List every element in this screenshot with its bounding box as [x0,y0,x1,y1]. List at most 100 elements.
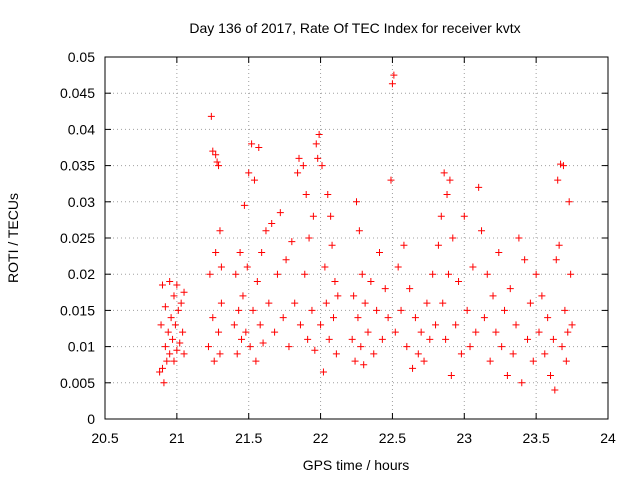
data-point [446,176,454,184]
data-point [250,176,258,184]
data-point [432,321,440,329]
data-point [420,357,428,365]
data-point [503,372,511,380]
data-point [489,292,497,300]
data-point [501,306,509,314]
data-point [236,248,244,256]
data-point [265,299,273,307]
data-point [268,220,276,228]
data-point [535,328,543,336]
data-point [314,154,322,162]
data-point [238,335,246,343]
data-point [526,299,534,307]
data-point [304,335,312,343]
data-point [509,350,517,358]
data-point [524,335,532,343]
data-point [538,292,546,300]
data-point [375,248,383,256]
y-axis-label: ROTI / TECUs [5,193,21,283]
data-point [213,158,221,166]
data-point [558,343,566,351]
data-point [406,285,414,293]
data-point [443,191,451,199]
data-point [216,227,224,235]
data-point [557,160,565,168]
data-point [409,364,417,372]
x-tick-label: 22 [313,430,329,446]
data-point [161,303,169,311]
data-point [551,386,559,394]
y-tick-label: 0.045 [60,85,95,101]
data-point [541,350,549,358]
data-point [552,256,560,264]
data-point [209,147,217,155]
data-point [273,270,281,278]
data-point [246,343,254,351]
data-point [429,270,437,278]
data-point [276,209,284,217]
data-point [215,162,223,170]
data-point [217,299,225,307]
data-point [350,292,358,300]
data-point [492,328,500,336]
data-point [332,350,340,358]
data-point [437,212,445,220]
data-point [156,368,164,376]
data-point [327,212,335,220]
data-point [423,299,431,307]
data-point [164,328,172,336]
data-point [381,285,389,293]
data-point [315,130,323,138]
data-point [561,306,569,314]
x-tick-label: 22.5 [379,430,406,446]
data-point [361,299,369,307]
data-point [312,140,320,148]
data-point [411,314,419,322]
data-point [549,335,557,343]
data-point [242,328,250,336]
data-point [373,306,381,314]
data-point [204,343,212,351]
data-point [480,314,488,322]
data-point [166,350,174,358]
x-tick-label: 21.5 [235,430,262,446]
data-point [285,343,293,351]
x-tick-label: 23 [456,430,472,446]
data-point [167,314,175,322]
data-point [166,277,174,285]
data-point [173,346,181,354]
data-point [469,263,477,271]
data-point [255,144,263,151]
data-point [515,234,523,242]
data-point [288,238,296,246]
data-point [233,350,241,358]
data-point [171,321,179,329]
data-point [235,306,243,314]
data-point [177,299,185,307]
data-point [258,248,266,256]
data-point [334,292,342,300]
x-tick-label: 23.5 [523,430,550,446]
data-point [355,227,363,235]
data-point [170,292,178,300]
y-tick-label: 0.035 [60,158,95,174]
data-point [210,357,218,365]
data-point [243,263,251,271]
data-point [302,191,310,199]
data-point [498,343,506,351]
data-point [562,357,570,365]
axis-ticks: 20.5 21 21.5 22 22.5 23 23.5 24 0 0.005 0.01 0.015 0… [60,49,616,446]
data-point [440,169,448,177]
data-point [495,248,503,256]
data-point [353,198,360,206]
data-point [387,176,395,184]
data-point [475,183,483,191]
data-point [434,241,442,249]
data-point [370,350,378,358]
data-point [318,162,326,170]
data-point [212,248,220,256]
y-tick-label: 0.03 [68,194,95,210]
data-point [230,321,238,329]
data-point [157,321,165,329]
